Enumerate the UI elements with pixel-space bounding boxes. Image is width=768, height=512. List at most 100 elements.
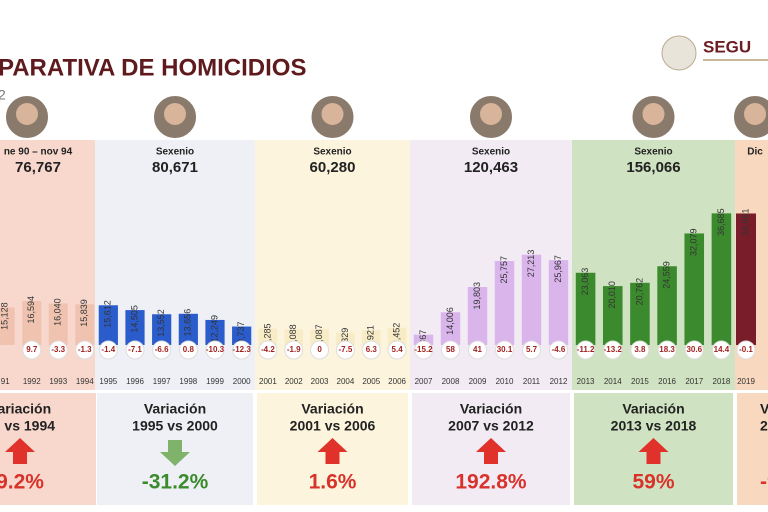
portrait-face <box>744 103 766 125</box>
panel-background <box>410 140 572 390</box>
bar <box>657 266 677 345</box>
variation-title: Variación <box>460 401 522 417</box>
year-label: 2011 <box>523 377 541 386</box>
change-label: 5.7 <box>526 345 538 354</box>
portrait-face <box>321 103 344 125</box>
value-label: 12,249 <box>209 315 219 343</box>
portrait-face <box>16 103 38 125</box>
logo-seal <box>661 35 697 71</box>
change-badge <box>335 340 355 360</box>
year-label: 2004 <box>337 377 355 386</box>
change-badge <box>387 340 407 360</box>
bar <box>0 307 15 345</box>
change-badge <box>178 340 198 360</box>
bar <box>387 327 407 345</box>
year-label: 1996 <box>126 377 144 386</box>
value-label: 9,921 <box>366 325 376 348</box>
year-label: 2007 <box>415 377 433 386</box>
change-badge <box>549 340 568 360</box>
bar <box>684 233 705 345</box>
year-label: 2014 <box>604 377 622 386</box>
bar <box>48 303 68 345</box>
bar <box>548 260 569 345</box>
portrait-face <box>642 103 665 125</box>
panel-total: 76,767 <box>15 159 61 176</box>
year-label: 1992 <box>23 377 41 386</box>
year-label: 1994 <box>76 377 94 386</box>
change-badge <box>603 340 623 360</box>
change-label: -15.2 <box>414 345 433 354</box>
bar <box>440 312 461 345</box>
variation-value: 9.2% <box>0 471 44 494</box>
variation-title: Variación <box>0 401 51 417</box>
variation-period: 2001 vs 2006 <box>290 418 376 434</box>
value-label: 13,656 <box>183 309 193 337</box>
change-label: -11.2 <box>577 345 595 354</box>
change-label: -4.6 <box>552 345 566 354</box>
value-label: 10,087 <box>314 324 324 352</box>
change-label: 14.4 <box>714 345 730 354</box>
year-label: 2009 <box>469 377 487 386</box>
bar <box>152 314 172 345</box>
value-label: 10,285 <box>262 323 272 351</box>
year-label: 1999 <box>206 377 224 386</box>
panel-label: Dic <box>747 147 763 158</box>
value-label: 9,329 <box>340 328 350 351</box>
value-label: 15,839 <box>79 299 89 327</box>
arrow-up <box>638 438 669 464</box>
change-badge <box>75 340 95 360</box>
panel-background <box>255 140 410 390</box>
change-badge <box>125 340 145 360</box>
year-label: 2015 <box>631 377 649 386</box>
panel-total: 120,463 <box>464 159 518 176</box>
year-label: 1997 <box>153 377 171 386</box>
value-label: 10,452 <box>391 323 401 351</box>
year-label: 2002 <box>285 377 303 386</box>
change-label: 0.8 <box>183 345 195 354</box>
change-label: -13.2 <box>604 345 623 354</box>
logo-text: SEGU <box>703 37 751 56</box>
change-badge <box>495 340 514 360</box>
panel-background <box>572 140 735 390</box>
change-label: 30.6 <box>686 345 702 354</box>
value-label: 15,612 <box>103 300 113 328</box>
change-badge <box>48 340 68 360</box>
variation-title: Variación <box>301 401 363 417</box>
change-badge <box>684 340 704 360</box>
value-label: 14,006 <box>445 307 455 335</box>
year-label: 2003 <box>311 377 329 386</box>
bar <box>494 261 515 345</box>
change-label: 3.8 <box>634 345 646 354</box>
change-badge <box>310 340 330 360</box>
variation-value: 192.8% <box>455 471 527 494</box>
value-label: 32,079 <box>689 228 699 256</box>
bar <box>602 286 623 345</box>
change-label: 9.7 <box>26 345 38 354</box>
value-label: 20,010 <box>607 281 617 309</box>
year-label: 2000 <box>233 377 251 386</box>
variation-period: 90 vs 1994 <box>0 418 55 434</box>
change-label: -3.3 <box>51 345 65 354</box>
change-badge <box>152 340 172 360</box>
variation-title: Variación <box>622 401 684 417</box>
year-label: 2017 <box>685 377 703 386</box>
bar <box>178 313 198 345</box>
variation-value: 59% <box>632 471 674 494</box>
value-label: 20,762 <box>634 278 644 306</box>
year-label: 2006 <box>388 377 406 386</box>
year-label: 2008 <box>442 377 460 386</box>
arrow-up <box>476 438 506 464</box>
value-label: 27,213 <box>526 250 536 278</box>
change-badge <box>522 340 541 360</box>
panel-label: Sexenio <box>313 147 351 158</box>
panel-total: 60,280 <box>310 159 356 176</box>
variation-period: 2019 <box>760 418 768 434</box>
panel-label: ne 90 – nov 94 <box>4 147 73 158</box>
variation-value: -9 <box>760 471 768 494</box>
variation-period: 2007 vs 2012 <box>448 418 534 434</box>
bar <box>284 329 304 345</box>
bar <box>75 304 95 345</box>
title: PARATIVA DE HOMICIDIOS <box>0 54 306 81</box>
year-label: 91 <box>1 377 10 386</box>
